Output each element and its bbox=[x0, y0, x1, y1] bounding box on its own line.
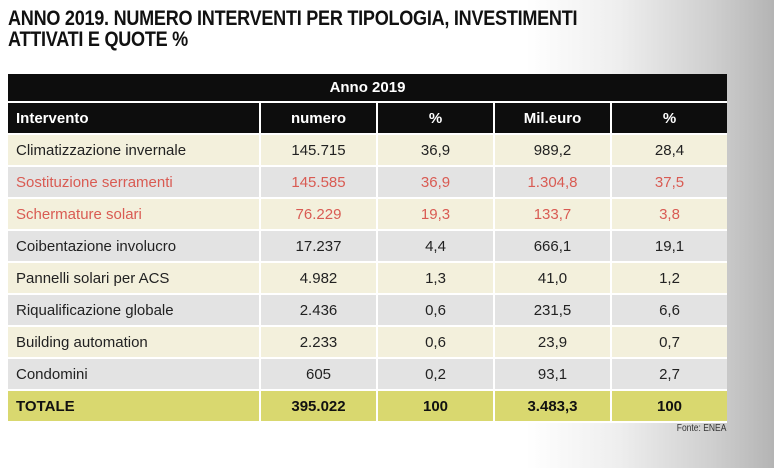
cell-percent-numero: 36,9 bbox=[377, 134, 495, 167]
column-header-mil-euro: Mil.euro bbox=[494, 102, 612, 135]
cell-mil-euro: 93,1 bbox=[494, 358, 612, 391]
table-row: Schermature solari 76.229 19,3 133,7 3,8 bbox=[8, 198, 727, 231]
cell-numero: 145.585 bbox=[260, 166, 378, 199]
cell-percent-euro: 19,1 bbox=[611, 230, 727, 263]
total-cell-intervento: TOTALE bbox=[8, 390, 261, 423]
year-header-row: Anno 2019 bbox=[8, 74, 727, 103]
column-header-percent-numero: % bbox=[377, 102, 495, 135]
cell-percent-numero: 4,4 bbox=[377, 230, 495, 263]
cell-numero: 2.436 bbox=[260, 294, 378, 327]
cell-mil-euro: 989,2 bbox=[494, 134, 612, 167]
cell-percent-numero: 0,6 bbox=[377, 326, 495, 359]
cell-intervento: Condomini bbox=[8, 358, 261, 391]
cell-intervento: Schermature solari bbox=[8, 198, 261, 231]
cell-percent-numero: 19,3 bbox=[377, 198, 495, 231]
cell-numero: 145.715 bbox=[260, 134, 378, 167]
data-table: Anno 2019 Intervento numero % Mil.euro %… bbox=[8, 74, 727, 423]
table-row: Riqualificazione globale 2.436 0,6 231,5 6,6 bbox=[8, 294, 727, 327]
cell-percent-euro: 1,2 bbox=[611, 262, 727, 295]
cell-percent-numero: 0,6 bbox=[377, 294, 495, 327]
cell-intervento: Sostituzione serramenti bbox=[8, 166, 261, 199]
total-cell-mil-euro: 3.483,3 bbox=[494, 390, 612, 423]
cell-intervento: Climatizzazione invernale bbox=[8, 134, 261, 167]
cell-mil-euro: 1.304,8 bbox=[494, 166, 612, 199]
cell-percent-numero: 0,2 bbox=[377, 358, 495, 391]
total-row: TOTALE 395.022 100 3.483,3 100 bbox=[8, 390, 727, 423]
cell-numero: 605 bbox=[260, 358, 378, 391]
cell-percent-euro: 3,8 bbox=[611, 198, 727, 231]
cell-numero: 17.237 bbox=[260, 230, 378, 263]
table-row: Sostituzione serramenti 145.585 36,9 1.304,… bbox=[8, 166, 727, 199]
column-header-row: Intervento numero % Mil.euro % bbox=[8, 102, 727, 135]
cell-mil-euro: 231,5 bbox=[494, 294, 612, 327]
cell-intervento: Riqualificazione globale bbox=[8, 294, 261, 327]
chart-title-line-2: ATTIVATI E QUOTE % bbox=[8, 28, 188, 51]
cell-numero: 76.229 bbox=[260, 198, 378, 231]
cell-percent-euro: 6,6 bbox=[611, 294, 727, 327]
cell-mil-euro: 133,7 bbox=[494, 198, 612, 231]
cell-percent-euro: 37,5 bbox=[611, 166, 727, 199]
cell-mil-euro: 23,9 bbox=[494, 326, 612, 359]
table-body: Climatizzazione invernale 145.715 36,9 989,… bbox=[8, 134, 727, 423]
column-header-percent-euro: % bbox=[611, 102, 727, 135]
cell-mil-euro: 666,1 bbox=[494, 230, 612, 263]
cell-intervento: Building automation bbox=[8, 326, 261, 359]
column-header-intervento: Intervento bbox=[8, 102, 261, 135]
cell-mil-euro: 41,0 bbox=[494, 262, 612, 295]
table-row: Climatizzazione invernale 145.715 36,9 989,… bbox=[8, 134, 727, 167]
total-cell-percent-euro: 100 bbox=[611, 390, 727, 423]
chart-title-line-1: ANNO 2019. NUMERO INTERVENTI PER TIPOLOG… bbox=[8, 7, 578, 30]
table-row: Condomini 605 0,2 93,1 2,7 bbox=[8, 358, 727, 391]
cell-percent-euro: 28,4 bbox=[611, 134, 727, 167]
cell-numero: 4.982 bbox=[260, 262, 378, 295]
cell-percent-euro: 2,7 bbox=[611, 358, 727, 391]
year-header: Anno 2019 bbox=[8, 74, 727, 103]
table-row: Building automation 2.233 0,6 23,9 0,7 bbox=[8, 326, 727, 359]
cell-percent-euro: 0,7 bbox=[611, 326, 727, 359]
cell-intervento: Pannelli solari per ACS bbox=[8, 262, 261, 295]
source-note: Fonte: ENEA bbox=[676, 423, 726, 434]
cell-percent-numero: 1,3 bbox=[377, 262, 495, 295]
total-cell-percent-numero: 100 bbox=[377, 390, 495, 423]
table-row: Coibentazione involucro 17.237 4,4 666,1 19,… bbox=[8, 230, 727, 263]
chart-title: ANNO 2019. NUMERO INTERVENTI PER TIPOLOG… bbox=[8, 8, 610, 50]
column-header-numero: numero bbox=[260, 102, 378, 135]
cell-numero: 2.233 bbox=[260, 326, 378, 359]
table-row: Pannelli solari per ACS 4.982 1,3 41,0 1,2 bbox=[8, 262, 727, 295]
cell-intervento: Coibentazione involucro bbox=[8, 230, 261, 263]
cell-percent-numero: 36,9 bbox=[377, 166, 495, 199]
total-cell-numero: 395.022 bbox=[260, 390, 378, 423]
